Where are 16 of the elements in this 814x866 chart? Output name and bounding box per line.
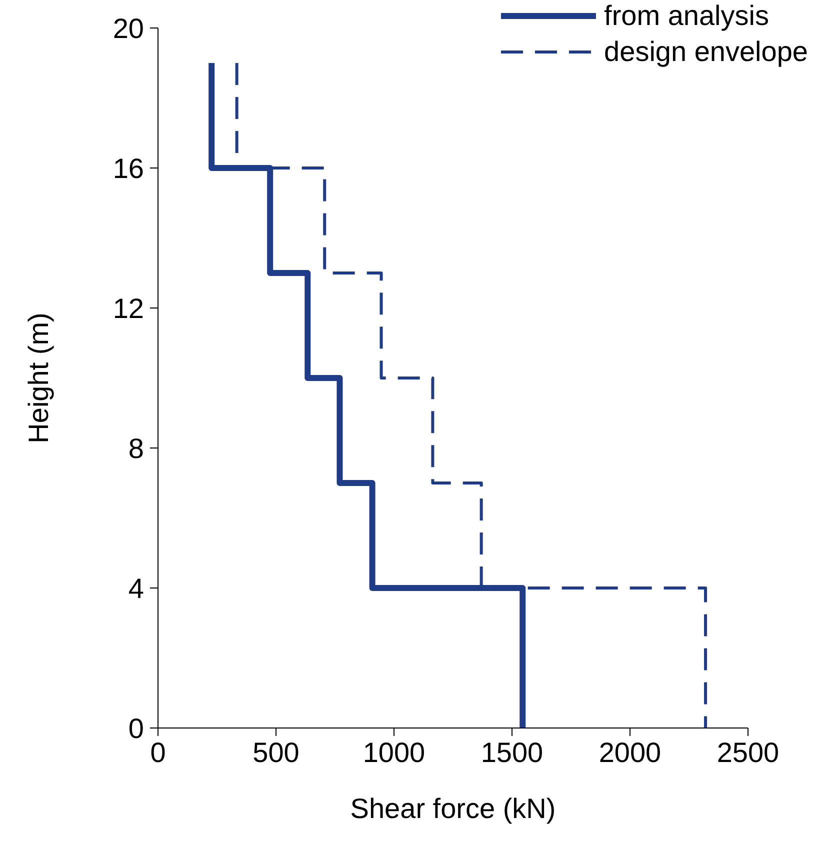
- y-tick-label: 20: [112, 12, 144, 44]
- x-tick-label: 1000: [362, 736, 426, 768]
- y-tick-label: 8: [128, 432, 144, 464]
- x-axis-title: Shear force (kN): [350, 793, 556, 824]
- x-tick-label: 1500: [480, 736, 544, 768]
- x-tick-label: 2500: [716, 736, 780, 768]
- x-tick-label: 500: [252, 736, 300, 768]
- y-axis-title: Height (m): [22, 312, 54, 444]
- legend-label: from analysis: [604, 0, 769, 32]
- y-tick-label: 12: [112, 292, 144, 324]
- legend-label: design envelope: [604, 36, 808, 68]
- y-tick-label: 16: [112, 152, 144, 184]
- x-tick-label: 2000: [598, 736, 662, 768]
- y-tick-label: 4: [128, 572, 144, 604]
- x-tick-label: 0: [150, 736, 166, 768]
- y-tick-label: 0: [128, 712, 144, 744]
